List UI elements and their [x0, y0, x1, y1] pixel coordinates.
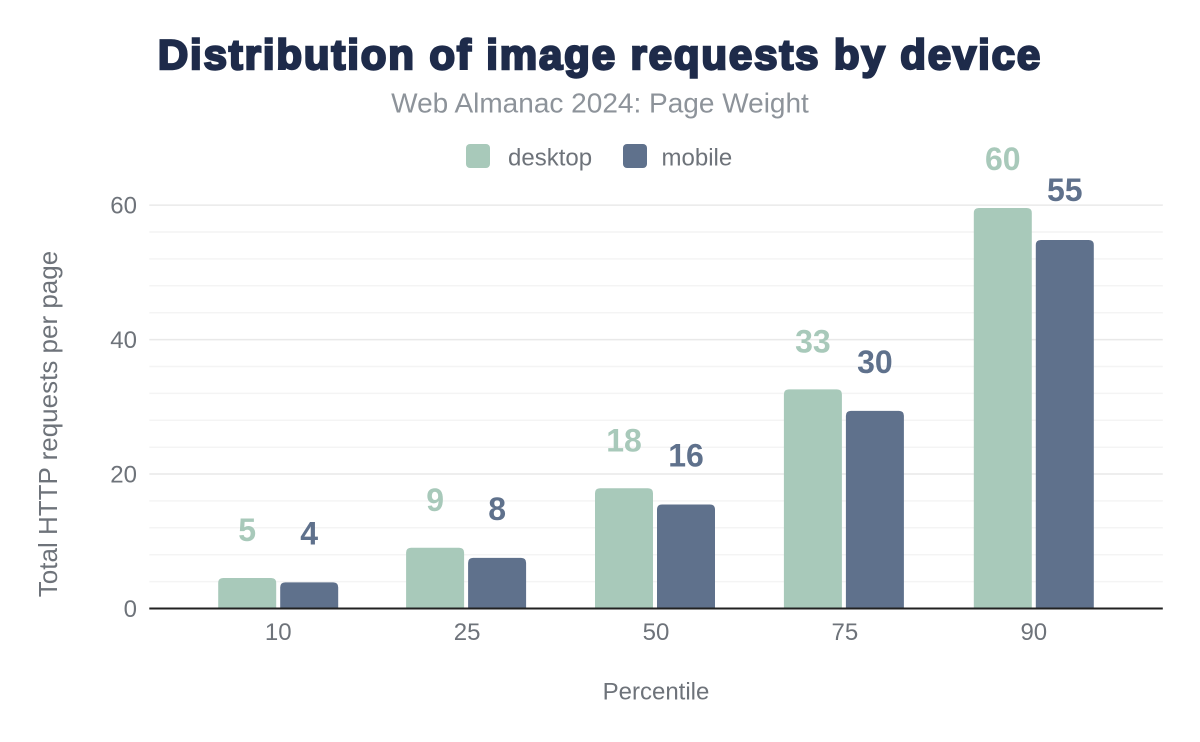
svg-text:Total HTTP requests per page: Total HTTP requests per page: [33, 251, 63, 597]
svg-text:16: 16: [668, 438, 704, 474]
svg-text:30: 30: [857, 344, 893, 380]
svg-text:Percentile: Percentile: [603, 679, 710, 706]
svg-text:0: 0: [124, 596, 137, 623]
svg-text:mobile: mobile: [662, 145, 733, 172]
svg-text:desktop: desktop: [508, 145, 592, 172]
svg-text:10: 10: [265, 619, 292, 646]
svg-text:9: 9: [426, 482, 444, 518]
svg-text:Distribution of image requests: Distribution of image requests by device: [158, 31, 1042, 78]
svg-text:5: 5: [238, 512, 256, 548]
svg-text:90: 90: [1020, 619, 1047, 646]
svg-text:60: 60: [985, 141, 1021, 177]
svg-text:33: 33: [795, 324, 831, 360]
svg-text:55: 55: [1047, 172, 1083, 208]
svg-text:8: 8: [488, 491, 506, 527]
svg-text:20: 20: [110, 462, 137, 489]
svg-text:18: 18: [606, 423, 642, 459]
svg-text:40: 40: [110, 327, 137, 354]
svg-text:25: 25: [454, 619, 481, 646]
svg-text:4: 4: [300, 515, 318, 551]
svg-text:75: 75: [832, 619, 859, 646]
svg-text:60: 60: [110, 193, 137, 220]
svg-text:Web Almanac 2024: Page Weight: Web Almanac 2024: Page Weight: [391, 88, 809, 119]
svg-text:50: 50: [643, 619, 670, 646]
